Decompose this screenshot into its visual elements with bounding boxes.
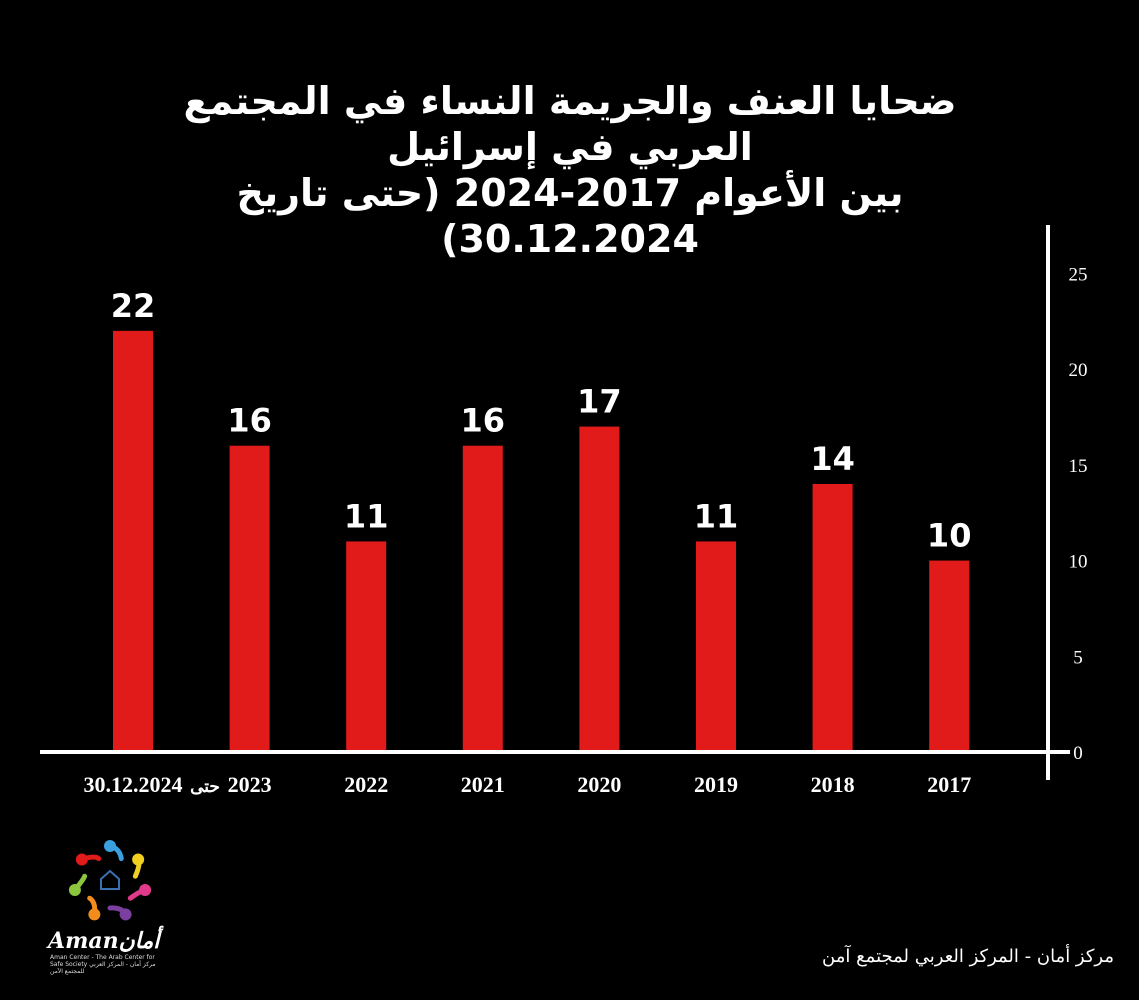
bar-2018 [812,484,853,752]
logo-figure-arm-icon [127,887,148,901]
logo-figure-arm-icon [72,873,88,893]
value-labels-layer: 22 16 11 16 17 11 14 10 [111,287,972,555]
y-tick-label-15: 15 [1069,456,1088,477]
chart-title: ضحايا العنف والجريمة النساء في المجتمع ا… [120,78,1020,262]
axes-layer [40,225,1070,780]
value-label-30.12.2024: 22 [111,287,156,325]
value-label-2020: 17 [577,383,622,421]
x-category-label-2021: 2021 [461,772,505,797]
bar-30.12.2024 [113,330,153,752]
logo-figure-arm-icon [107,905,129,917]
x-category-label-2022: 2022 [344,772,388,797]
logo-figures-icon [68,840,152,921]
bar-2020 [579,426,620,752]
x-category-prefix: حتى [190,777,220,796]
y-tick-label-0: 0 [1073,743,1083,764]
value-label-2018: 14 [810,440,855,478]
value-label-2017: 10 [927,517,972,555]
bar-2019 [696,541,736,752]
logo-figure-arm-icon [132,857,142,879]
logo-wordmark: Amanأمان [48,928,160,954]
bar-2017 [929,560,970,752]
chart-title-line1: ضحايا العنف والجريمة النساء في المجتمع ا… [183,79,957,169]
bar-2022 [346,541,387,752]
logo-figure-arm-icon [87,895,98,917]
bar-2021 [462,445,503,752]
bar-2023 [229,445,270,752]
footer-credit: مركز أمان - المركز العربي لمجتمع آمن [822,946,1114,967]
y-tick-label-20: 20 [1069,360,1088,381]
value-label-2022: 11 [344,497,389,535]
x-categories-layer: 30.12.2024 حتى 2023 2022 2021 2020 2019 2018 201… [84,772,972,797]
bars-layer [113,330,970,752]
logo-subtitle: Aman Center - The Arab Center for Safe S… [50,954,156,975]
value-label-2019: 11 [694,497,739,535]
logo-house-icon [100,869,120,890]
x-category-label-2020: 2020 [577,772,621,797]
y-ticks-layer: 0 5 10 15 20 25 [1069,264,1088,764]
logo-figure-arm-icon [79,854,102,863]
value-label-2021: 16 [461,402,506,440]
x-category-label-2017: 2017 [927,772,971,797]
y-tick-label-5: 5 [1073,647,1083,668]
logo-figure-arm-icon [107,843,124,862]
y-tick-label-25: 25 [1069,264,1088,285]
chart-title-line2: بين الأعوام 2017-2024 (حتى تاريخ 30.12.2… [236,171,904,261]
value-label-2023: 16 [227,402,272,440]
x-category-label-30.12.2024: 30.12.2024 [84,772,183,797]
x-category-label-2018: 2018 [811,772,855,797]
x-category-label-2023: 2023 [228,772,272,797]
y-tick-label-10: 10 [1069,552,1088,573]
x-category-label-2019: 2019 [694,772,738,797]
aman-logo [68,840,152,921]
